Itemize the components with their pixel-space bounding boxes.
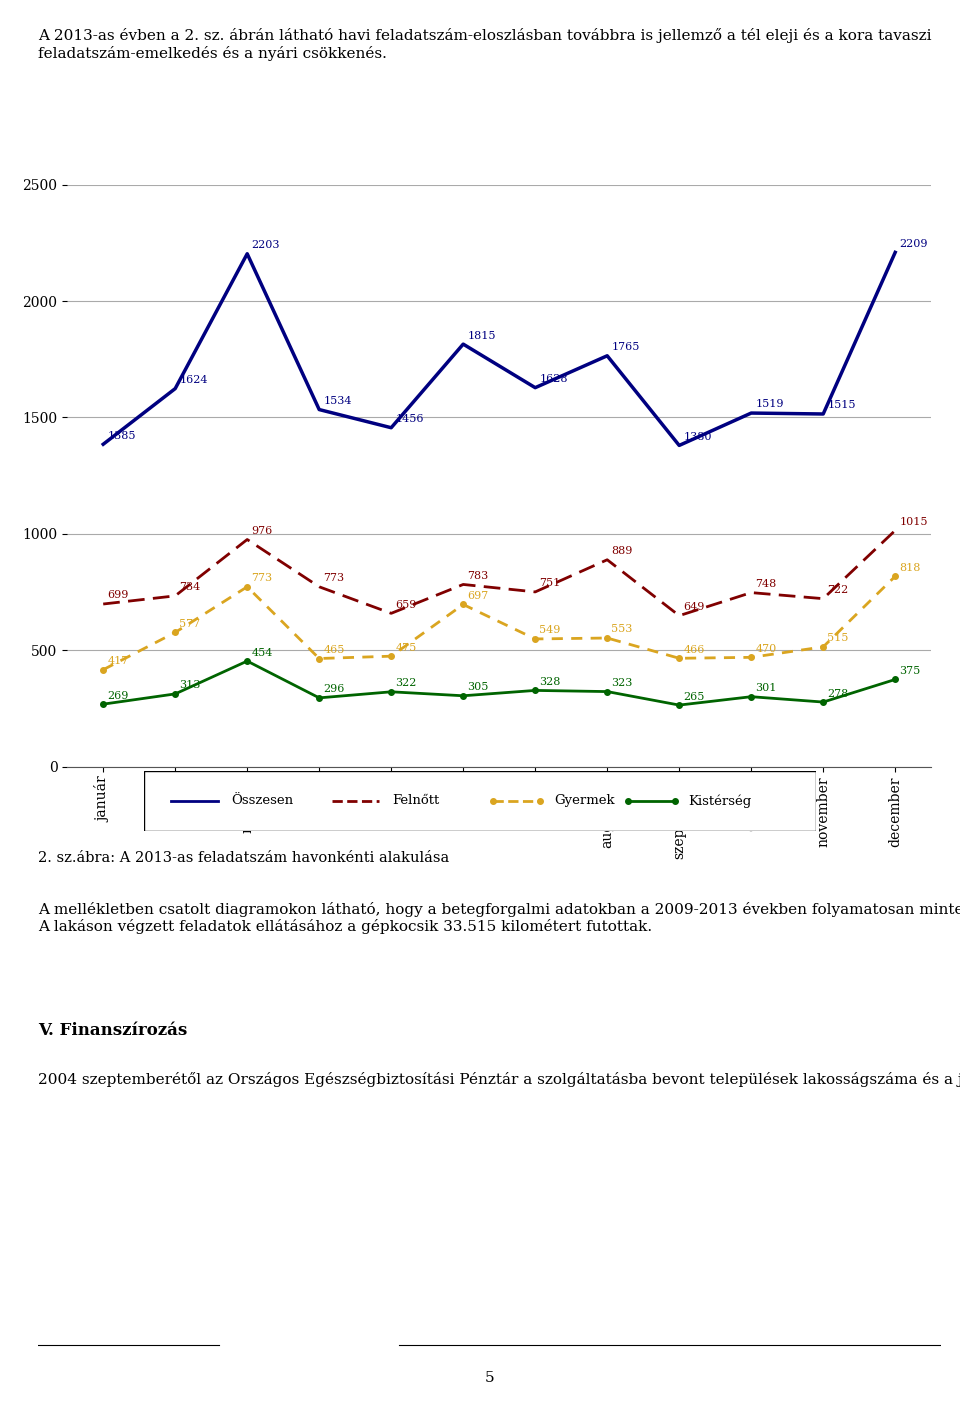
- Text: 659: 659: [396, 599, 417, 609]
- Text: 1628: 1628: [540, 373, 568, 385]
- Text: 466: 466: [684, 645, 705, 655]
- Text: 699: 699: [108, 591, 129, 601]
- Text: 748: 748: [756, 579, 777, 589]
- Text: 697: 697: [468, 591, 489, 601]
- Text: 470: 470: [756, 643, 777, 653]
- Text: 2203: 2203: [252, 240, 280, 250]
- Text: 475: 475: [396, 643, 417, 653]
- Text: A mellékletben csatolt diagramokon látható, hogy a betegforgalmi adatokban a 200: A mellékletben csatolt diagramokon látha…: [38, 902, 960, 934]
- Text: 773: 773: [252, 574, 273, 584]
- FancyBboxPatch shape: [144, 771, 816, 831]
- Text: 1385: 1385: [108, 430, 136, 440]
- Text: 322: 322: [396, 679, 417, 689]
- Text: 313: 313: [180, 680, 201, 690]
- Text: 417: 417: [108, 656, 129, 666]
- Text: 818: 818: [900, 562, 921, 572]
- Text: Összesen: Összesen: [231, 794, 294, 808]
- Text: 305: 305: [468, 682, 489, 692]
- Text: 269: 269: [108, 690, 129, 700]
- Text: Kistérség: Kistérség: [688, 794, 752, 808]
- Text: 278: 278: [828, 689, 849, 699]
- Text: 722: 722: [828, 585, 849, 595]
- Text: Gyermek: Gyermek: [554, 794, 614, 808]
- Text: 2004 szeptemberétől az Országos Egészségbiztosítási Pénztár a szolgáltatásba bev: 2004 szeptemberétől az Országos Egészség…: [38, 1072, 960, 1088]
- Text: 2209: 2209: [900, 239, 928, 248]
- Text: 296: 296: [324, 684, 345, 694]
- Text: 1015: 1015: [900, 517, 928, 527]
- Text: 515: 515: [828, 633, 849, 643]
- Text: 5: 5: [485, 1370, 494, 1384]
- Text: A 2013-as évben a 2. sz. ábrán látható havi feladatszám-eloszlásban továbbra is : A 2013-as évben a 2. sz. ábrán látható h…: [38, 28, 932, 61]
- Text: 889: 889: [612, 547, 633, 557]
- Text: 783: 783: [468, 571, 489, 581]
- Text: 465: 465: [324, 645, 345, 655]
- Text: 375: 375: [900, 666, 921, 676]
- Text: 734: 734: [180, 582, 201, 592]
- Text: 265: 265: [684, 692, 705, 701]
- Text: 2. sz.ábra: A 2013-as feladatszám havonkénti alakulása: 2. sz.ábra: A 2013-as feladatszám havonk…: [38, 851, 449, 865]
- Text: 1624: 1624: [180, 375, 208, 385]
- Text: 1519: 1519: [756, 399, 784, 409]
- Text: 751: 751: [540, 578, 561, 588]
- Text: 1380: 1380: [684, 432, 712, 442]
- Text: 553: 553: [612, 625, 633, 635]
- Text: 328: 328: [540, 677, 561, 687]
- Text: 649: 649: [684, 602, 705, 612]
- Text: 549: 549: [540, 625, 561, 635]
- Text: V. Finanszírozás: V. Finanszírozás: [38, 1022, 187, 1039]
- Text: Felnőtt: Felnőtt: [393, 794, 440, 808]
- Text: 1534: 1534: [324, 396, 352, 406]
- Text: 1456: 1456: [396, 415, 424, 425]
- Text: 323: 323: [612, 677, 633, 689]
- Text: 577: 577: [180, 619, 201, 629]
- Text: 1815: 1815: [468, 331, 496, 341]
- Text: 1765: 1765: [612, 342, 639, 352]
- Text: 773: 773: [324, 574, 345, 584]
- Text: 301: 301: [756, 683, 777, 693]
- Text: 454: 454: [252, 648, 273, 657]
- Text: 1515: 1515: [828, 400, 856, 410]
- Text: 976: 976: [252, 525, 273, 535]
